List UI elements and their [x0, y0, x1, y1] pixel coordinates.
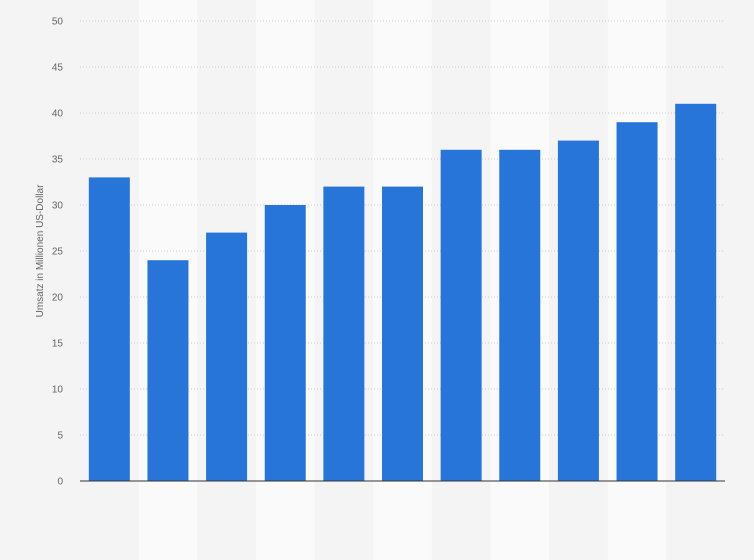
bar: [616, 122, 658, 481]
y-tick-label: 10: [52, 385, 64, 396]
y-tick-label: 20: [52, 293, 64, 304]
y-axis-ticks: 0 5 10 15 20 25 30 35 40 45 50: [52, 17, 64, 488]
bars: [88, 103, 717, 482]
y-tick-label: 50: [52, 17, 64, 28]
bar: [440, 149, 482, 482]
bar: [323, 186, 365, 481]
y-tick-label: 30: [52, 201, 64, 212]
bar: [147, 260, 189, 481]
bar: [88, 177, 130, 481]
bar: [264, 205, 306, 481]
y-tick-label: 40: [52, 109, 64, 120]
bar: [382, 186, 423, 481]
y-tick-label: 45: [52, 63, 64, 74]
bar: [206, 232, 248, 481]
y-tick-label: 35: [52, 155, 64, 166]
bar: [499, 149, 541, 482]
y-tick-label: 0: [57, 477, 63, 488]
y-tick-label: 25: [52, 247, 64, 258]
bar: [675, 103, 717, 482]
bar: [557, 140, 599, 481]
y-axis-label: Umsatz in Millionen US-Dollar: [35, 184, 46, 317]
y-tick-label: 15: [52, 339, 64, 350]
y-tick-label: 5: [57, 431, 63, 442]
